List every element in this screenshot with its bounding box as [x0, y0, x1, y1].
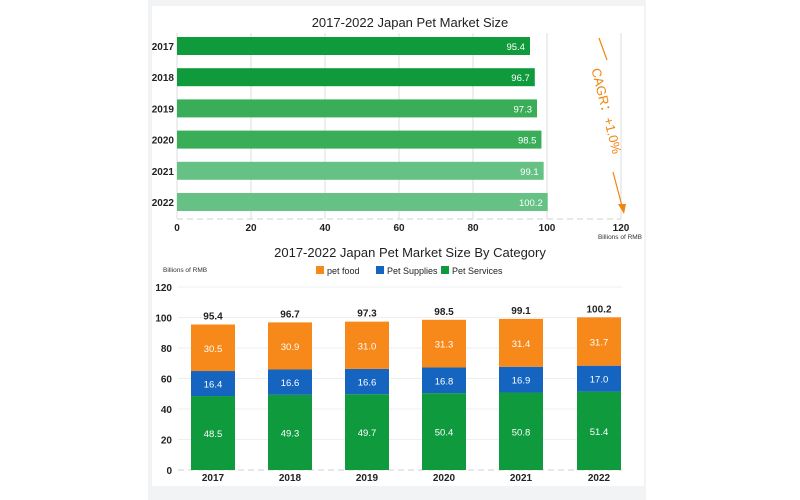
chart1-title: 2017-2022 Japan Pet Market Size — [312, 15, 509, 30]
chart2-segment-value-label: 31.3 — [435, 340, 454, 351]
chart2-x-tick: 2020 — [433, 473, 456, 484]
chart2-total-label: 99.1 — [511, 306, 531, 317]
chart2-legend-label: pet food — [327, 266, 360, 276]
chart1-bar-value-label: 100.2 — [519, 198, 543, 209]
chart2-x-tick: 2019 — [356, 473, 379, 484]
chart2-segment-value-label: 30.9 — [281, 342, 300, 353]
chart2-segment-value-label: 30.5 — [204, 344, 223, 355]
chart1-y-tick: 2019 — [152, 104, 175, 115]
chart1-x-tick: 20 — [245, 223, 257, 234]
chart2-bar-segment — [422, 319, 466, 368]
chart2-y-tick: 60 — [161, 375, 173, 386]
chart2-x-tick: 2018 — [279, 473, 302, 484]
chart2-bar-segment — [499, 392, 543, 470]
chart2-segment-value-label: 31.7 — [590, 338, 609, 349]
chart2-bar-segment — [345, 321, 389, 369]
cagr-arrow-bottom-segment — [612, 171, 623, 207]
cagr-label: CAGR：+1.0% — [588, 67, 624, 156]
chart1-y-tick: 2017 — [152, 42, 175, 53]
chart1-y-tick: 2022 — [152, 198, 175, 209]
chart2-bar-segment — [268, 394, 312, 470]
chart2-segment-value-label: 16.6 — [358, 378, 377, 389]
chart2-total-label: 97.3 — [357, 309, 377, 320]
chart1-x-tick: 100 — [539, 223, 556, 234]
chart1-x-tick: 120 — [613, 223, 630, 234]
chart2-bar-segment — [422, 393, 466, 470]
chart1-x-unit-label: Billions of RMB — [598, 234, 642, 241]
chart2-bar-segment — [191, 324, 235, 372]
chart2-y-tick: 80 — [161, 344, 173, 355]
chart2-segment-value-label: 48.5 — [204, 429, 223, 440]
chart2-bar-segment — [345, 368, 389, 395]
chart1-bar — [177, 130, 542, 149]
chart2-x-tick: 2022 — [588, 473, 611, 484]
chart2-segment-value-label: 16.4 — [204, 380, 223, 391]
chart2-y-tick: 120 — [155, 283, 172, 294]
chart2-y-tick: 40 — [161, 405, 173, 416]
chart2-segment-value-label: 31.4 — [512, 339, 531, 350]
chart2-segment-value-label: 50.8 — [512, 427, 531, 438]
chart2-bar-segment — [422, 367, 466, 394]
chart2-total-label: 100.2 — [586, 304, 611, 315]
chart2-y-tick: 20 — [161, 436, 173, 447]
chart1-x-tick: 80 — [467, 223, 479, 234]
chart1-x-tick: 0 — [174, 223, 180, 234]
chart2-segment-value-label: 49.3 — [281, 428, 300, 439]
chart1-bar — [177, 161, 544, 180]
chart2-bar-segment — [577, 365, 621, 392]
chart2-segment-value-label: 16.9 — [512, 376, 531, 387]
chart2-segment-value-label: 50.4 — [435, 428, 454, 439]
chart1-x-tick: 40 — [319, 223, 331, 234]
chart2-x-tick: 2017 — [202, 473, 225, 484]
chart2-segment-value-label: 31.0 — [358, 341, 377, 352]
chart2-x-tick: 2021 — [510, 473, 533, 484]
chart2-bar-segment — [268, 369, 312, 395]
chart1-bar — [177, 193, 548, 211]
chart2-bar-segment — [577, 317, 621, 366]
chart2-segment-value-label: 49.7 — [358, 428, 377, 439]
chart2-legend-label: Pet Services — [452, 266, 503, 276]
chart1-x-tick: 60 — [393, 223, 405, 234]
cagr-arrow-top-segment — [598, 37, 608, 61]
chart1-y-tick: 2021 — [152, 167, 175, 178]
chart2-legend-swatch — [316, 266, 324, 274]
chart1-bar-value-label: 97.3 — [514, 104, 533, 115]
chart1-bar — [177, 99, 538, 118]
chart2-bar-segment — [191, 371, 235, 397]
chart2-bar-segment — [191, 396, 235, 470]
chart1-bar-value-label: 95.4 — [506, 42, 525, 53]
chart2-y-unit-label: Billions of RMB — [163, 267, 207, 274]
cagr-arrowhead — [618, 204, 626, 214]
chart1-bar-value-label: 96.7 — [511, 73, 530, 84]
chart2-segment-value-label: 16.6 — [281, 378, 300, 389]
chart2-segment-value-label: 17.0 — [590, 375, 609, 386]
chart2-bar-segment — [268, 322, 312, 370]
chart1-y-tick: 2018 — [152, 73, 175, 84]
chart2-y-tick: 0 — [166, 466, 172, 477]
chart2-segment-value-label: 16.8 — [435, 376, 454, 387]
chart2-bar-segment — [499, 318, 543, 367]
chart2-legend-label: Pet Supplies — [387, 266, 438, 276]
chart1-bar — [177, 68, 535, 87]
chart1-bar — [177, 37, 530, 55]
chart2-title: 2017-2022 Japan Pet Market Size By Categ… — [274, 245, 546, 260]
cagr-annotation: CAGR：+1.0% — [588, 37, 626, 214]
chart2-legend-swatch — [441, 266, 449, 274]
chart2-legend-swatch — [376, 266, 384, 274]
chart2-total-label: 98.5 — [434, 307, 454, 318]
chart2-total-label: 95.4 — [203, 312, 223, 323]
chart2-total-label: 96.7 — [280, 309, 300, 320]
chart2-bar-segment — [345, 394, 389, 470]
chart2-segment-value-label: 51.4 — [590, 427, 609, 438]
chart2-bar-segment — [499, 366, 543, 393]
chart2-y-tick: 100 — [155, 314, 172, 325]
chart1-y-tick: 2020 — [152, 136, 175, 147]
chart2-bar-segment — [577, 391, 621, 470]
chart1-bar-value-label: 99.1 — [520, 167, 539, 178]
chart1-bar-value-label: 98.5 — [518, 136, 537, 147]
